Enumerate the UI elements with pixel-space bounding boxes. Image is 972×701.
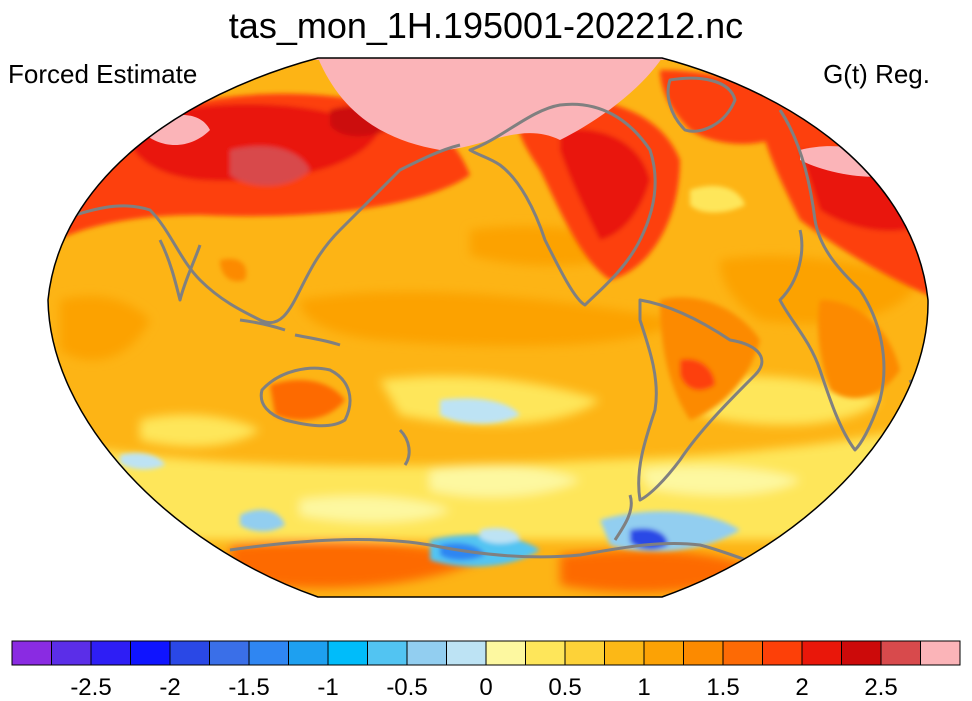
- colorbar-box: [643, 640, 684, 666]
- colorbar-box: [90, 640, 131, 666]
- left-subtitle: Forced Estimate: [8, 59, 198, 89]
- colorbar-tick-label: 1.5: [706, 674, 739, 701]
- colorbar-box: [11, 640, 52, 666]
- colorbar-tick-label: -2: [159, 674, 180, 701]
- colorbar-tick-label: 0.5: [548, 674, 581, 701]
- colorbar-box: [288, 640, 329, 666]
- colorbar-tick-label: 2.5: [864, 674, 897, 701]
- colorbar-box: [525, 640, 566, 666]
- colorbar-box: [880, 640, 921, 666]
- page-title: tas_mon_1H.195001-202212.nc: [228, 5, 744, 46]
- colorbar-tick-label: 1: [637, 674, 650, 701]
- colorbar-box: [604, 640, 645, 666]
- colorbar-tick-labels: -2.5 -2 -1.5 -1 -0.5 0 0.5 1 1.5 2 2.5: [70, 674, 897, 701]
- colorbar-box: [841, 640, 882, 666]
- colorbar-tick-label: -2.5: [70, 674, 111, 701]
- colorbar-box: [209, 640, 250, 666]
- colorbar-box: [169, 640, 210, 666]
- colorbar-tick-label: 2: [795, 674, 808, 701]
- map-outline: [47, 57, 929, 598]
- colorbar-tick-label: 0: [479, 674, 492, 701]
- temperature-field: [48, 58, 929, 597]
- colorbar-box: [327, 640, 368, 666]
- world-map: [47, 57, 929, 598]
- colorbar-box: [446, 640, 487, 666]
- colorbar-box: [762, 640, 803, 666]
- colorbar-box: [564, 640, 605, 666]
- colorbar-box: [51, 640, 92, 666]
- colorbar-box: [248, 640, 289, 666]
- colorbar-box: [485, 640, 526, 666]
- colorbar-box: [801, 640, 842, 666]
- colorbar-boxes: [11, 640, 961, 666]
- colorbar-box: [920, 640, 961, 666]
- coastlines: [59, 76, 916, 567]
- right-subtitle: G(t) Reg.: [823, 59, 930, 89]
- colorbar-box: [722, 640, 763, 666]
- colorbar-box: [683, 640, 724, 666]
- colorbar-box: [406, 640, 447, 666]
- colorbar-box: [367, 640, 408, 666]
- colorbar-tick-label: -1: [317, 674, 338, 701]
- colorbar-tick-label: -1.5: [228, 674, 269, 701]
- colorbar-box: [130, 640, 171, 666]
- colorbar-tick-label: -0.5: [386, 674, 427, 701]
